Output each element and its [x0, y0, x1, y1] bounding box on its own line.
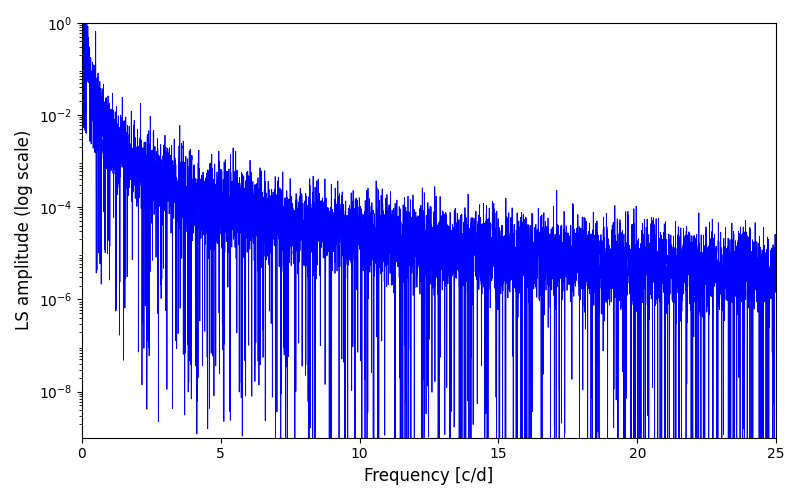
- X-axis label: Frequency [c/d]: Frequency [c/d]: [364, 467, 494, 485]
- Y-axis label: LS amplitude (log scale): LS amplitude (log scale): [15, 130, 33, 330]
